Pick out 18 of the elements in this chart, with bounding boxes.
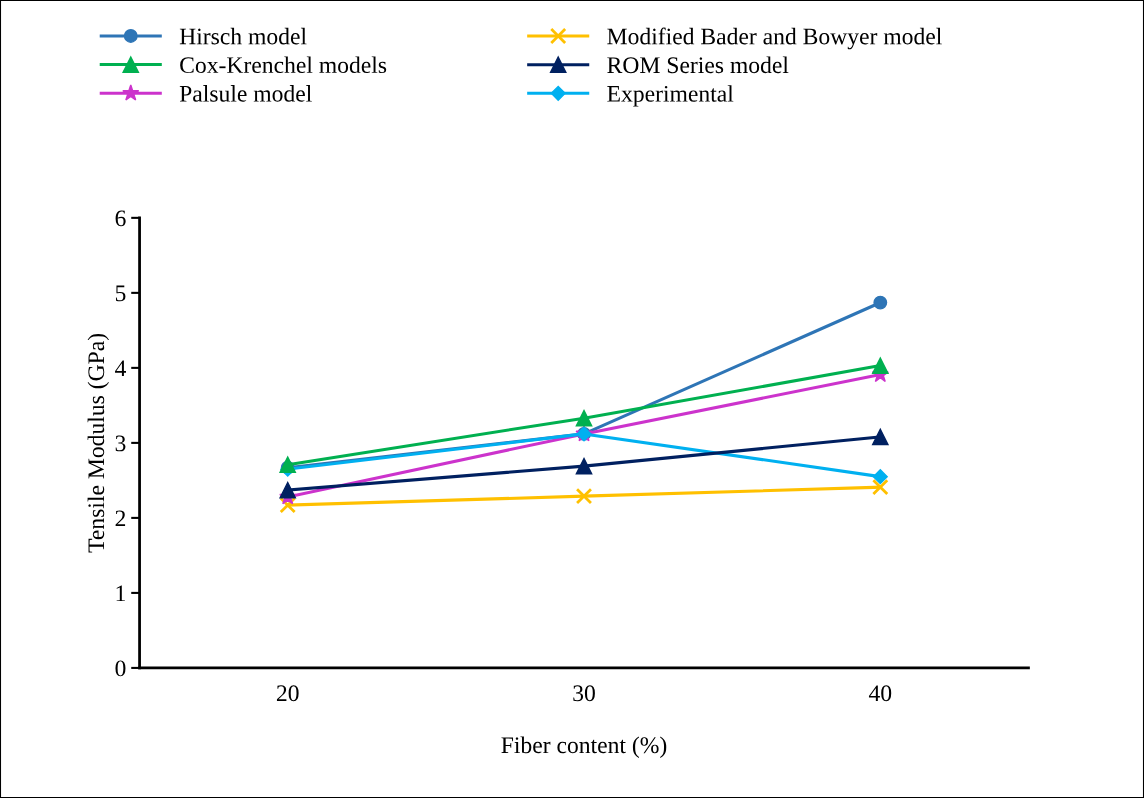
- legend-label: Palsule model: [179, 85, 312, 102]
- y-tick-label: 2: [115, 510, 126, 527]
- legend-label: Cox-Krenchel models: [180, 56, 387, 74]
- y-tick-label: 4: [115, 360, 126, 377]
- y-tick-label: 1: [116, 585, 125, 602]
- y-tick-label: 6: [115, 210, 126, 227]
- x-tick-label: 20: [276, 685, 299, 702]
- y-axis-title: Tensile Modulus (GPa): [87, 333, 110, 553]
- legend-label: Modified Bader and Bowyer model: [607, 27, 942, 50]
- y-tick-label: 5: [115, 285, 126, 302]
- legend-label: Experimental: [607, 85, 734, 107]
- y-tick-label: 3: [115, 435, 126, 452]
- x-axis-title: Fiber content (%): [501, 736, 667, 758]
- x-tick-label: 40: [868, 685, 892, 702]
- legend-label: Hirsch model: [179, 27, 307, 45]
- y-tick-label: 0: [115, 660, 126, 677]
- x-tick-label: 30: [573, 685, 595, 702]
- legend-label: ROM Series model: [607, 56, 789, 74]
